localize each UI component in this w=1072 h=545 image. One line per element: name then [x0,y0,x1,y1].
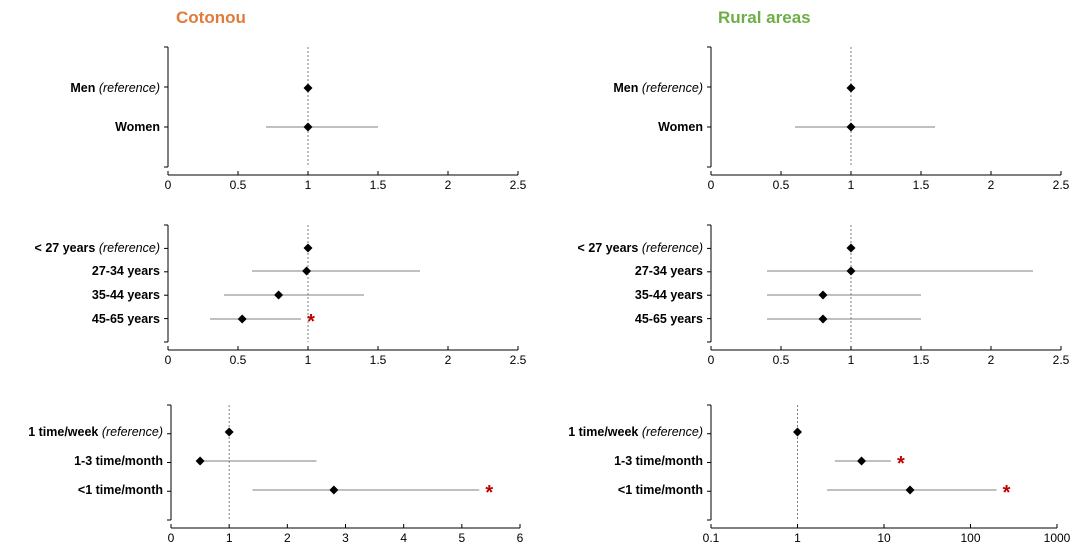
x-tick-label: 2 [445,353,452,367]
x-tick-label: 0 [165,178,172,192]
x-tick-label: 1000 [1044,531,1071,545]
row-label: <1 time/month [78,483,163,497]
title-rural-areas: Rural areas [718,8,811,27]
row-label: 45-65 years [635,312,703,326]
x-tick-label: 0 [168,531,175,545]
row-label: 1 time/week (reference) [568,425,703,439]
row-label: 1-3 time/month [74,454,163,468]
row-label: 35-44 years [92,288,160,302]
point-estimate [224,427,234,437]
x-tick-label: 5 [458,531,465,545]
row-label: 1 time/week (reference) [28,425,163,439]
row-label: Women [115,120,160,134]
point-estimate [846,122,856,132]
row-label: 27-34 years [92,264,160,278]
point-estimate [303,243,313,253]
x-tick-label: 0.5 [230,353,247,367]
x-tick-label: 4 [400,531,407,545]
point-estimate [846,83,856,93]
x-tick-label: 2 [284,531,291,545]
point-estimate [905,485,915,495]
row-label: 45-65 years [92,312,160,326]
point-estimate [846,266,856,276]
row-label: Men (reference) [70,81,160,95]
x-tick-label: 0 [165,353,172,367]
point-estimate [818,290,828,300]
x-tick-label: 1 [226,531,233,545]
x-tick-label: 1 [848,353,855,367]
point-estimate [195,456,205,466]
row-label: Women [658,120,703,134]
x-tick-label: 1 [305,178,312,192]
point-estimate [846,243,856,253]
row-label: Men (reference) [613,81,703,95]
significance-star: * [897,453,905,475]
point-estimate [303,83,313,93]
point-estimate [274,290,284,300]
x-tick-label: 2 [988,178,995,192]
significance-star: * [307,311,315,333]
x-tick-label: 1.5 [370,353,387,367]
x-tick-label: 100 [960,531,980,545]
significance-star: * [1003,482,1011,504]
x-tick-label: 3 [342,531,349,545]
x-tick-label: 6 [517,531,524,545]
x-tick-label: 2 [445,178,452,192]
point-estimate [818,314,828,324]
x-tick-label: 1.5 [913,353,930,367]
row-label: 35-44 years [635,288,703,302]
x-tick-label: 0.5 [230,178,247,192]
point-estimate [329,485,339,495]
x-tick-label: 0 [708,353,715,367]
x-tick-label: 2.5 [1053,178,1070,192]
row-label: <1 time/month [618,483,703,497]
point-estimate [857,456,867,466]
x-tick-label: 1 [848,178,855,192]
point-estimate [793,427,802,437]
x-tick-label: 2.5 [510,178,527,192]
title-cotonou: Cotonou [176,8,246,27]
row-label: < 27 years (reference) [578,241,703,255]
x-tick-label: 1 [305,353,312,367]
point-estimate [302,266,312,276]
x-tick-label: 0.5 [773,353,790,367]
x-tick-label: 1 [794,531,801,545]
significance-star: * [485,482,493,504]
x-tick-label: 1.5 [370,178,387,192]
x-tick-label: 0.5 [773,178,790,192]
x-tick-label: 0.1 [703,531,720,545]
x-tick-label: 2 [988,353,995,367]
row-label: 1-3 time/month [614,454,703,468]
x-tick-label: 0 [708,178,715,192]
row-label: 27-34 years [635,264,703,278]
point-estimate [303,122,313,132]
point-estimate [237,314,247,324]
row-label: < 27 years (reference) [35,241,160,255]
x-tick-label: 2.5 [1053,353,1070,367]
x-tick-label: 1.5 [913,178,930,192]
x-tick-label: 2.5 [510,353,527,367]
x-tick-label: 10 [877,531,891,545]
